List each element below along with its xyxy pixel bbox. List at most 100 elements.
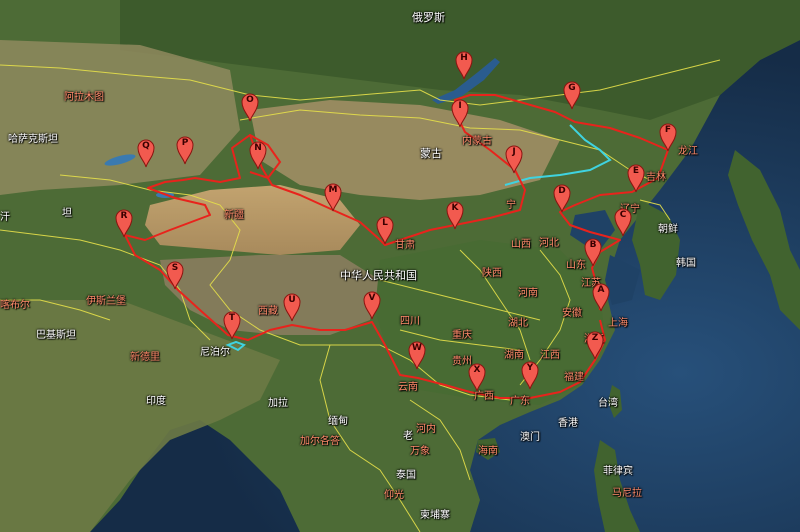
marker-letter: N (254, 143, 262, 153)
province-label-tibet: 西藏 (258, 306, 278, 317)
label-taiwan: 台湾 (598, 398, 618, 409)
travel-route-loop (249, 134, 282, 180)
marker-letter: I (458, 101, 462, 111)
marker-g[interactable]: G (562, 80, 582, 110)
marker-letter: S (171, 263, 179, 273)
map-pin-icon (455, 51, 473, 80)
province-label-xinjiang: 新疆 (224, 210, 244, 221)
marker-w[interactable]: W (407, 340, 427, 370)
marker-q[interactable]: Q (136, 138, 156, 168)
marker-i[interactable]: I (450, 98, 470, 128)
country-label-russia: 俄罗斯 (412, 11, 445, 24)
hainan (476, 438, 500, 460)
province-label-jilin: 吉林 (646, 172, 666, 183)
country-label-cambodia: 柬埔寨 (420, 510, 450, 521)
province-label-jiangsu: 江苏 (581, 278, 601, 289)
map-pin-icon (283, 293, 301, 322)
province-label-sichuan: 四川 (400, 316, 420, 327)
province-label-guizhou: 贵州 (452, 356, 472, 367)
marker-s[interactable]: S (165, 260, 185, 290)
marker-letter: P (181, 138, 189, 148)
province-label-hubei: 湖北 (508, 318, 528, 329)
marker-p[interactable]: P (175, 135, 195, 165)
map-pin-icon (614, 208, 632, 237)
map-pin-icon (408, 341, 426, 370)
map-pin-icon (376, 216, 394, 245)
country-label-south-korea: 韩国 (676, 258, 696, 269)
marker-r[interactable]: R (114, 208, 134, 238)
lake-baikal (432, 58, 500, 104)
map-pin-icon (584, 238, 602, 267)
city-label-new-delhi: 新德里 (130, 352, 160, 363)
province-label-guangxi: 广西 (474, 391, 494, 402)
marker-letter: Y (526, 363, 534, 373)
marker-v[interactable]: V (362, 290, 382, 320)
map-pin-icon (521, 361, 539, 390)
province-label-gansu: 甘肃 (395, 240, 415, 251)
country-label-india: 印度 (146, 396, 166, 407)
marker-letter: Z (591, 333, 599, 343)
country-label-north-korea: 朝鲜 (658, 224, 678, 235)
map-pin-icon (249, 141, 267, 170)
country-label-bangladesh: 加拉 (268, 398, 288, 409)
south-china (375, 240, 605, 405)
marker-f[interactable]: F (658, 122, 678, 152)
marker-u[interactable]: U (282, 292, 302, 322)
label-han: 汗 (0, 212, 10, 223)
taklamakan (145, 185, 360, 255)
taiwan (608, 385, 622, 418)
marker-d[interactable]: D (552, 183, 572, 213)
country-label-mongolia: 蒙古 (420, 147, 442, 160)
marker-letter: G (568, 83, 576, 93)
marker-x[interactable]: X (467, 362, 487, 392)
label-tan: 坦 (62, 208, 72, 219)
province-label-liaoning: 辽宁 (620, 204, 640, 215)
bohai-sea (570, 210, 615, 250)
alt-route-loop (225, 340, 246, 352)
marker-k[interactable]: K (445, 200, 465, 230)
marker-letter: B (589, 240, 597, 250)
marker-letter: X (473, 365, 481, 375)
travel-route (124, 94, 669, 399)
marker-letter: C (619, 210, 627, 220)
map-pin-icon (363, 291, 381, 320)
marker-j[interactable]: J (504, 144, 524, 174)
province-label-shandong: 山东 (566, 260, 586, 271)
map-pin-icon (115, 209, 133, 238)
map-pin-icon (553, 184, 571, 213)
marker-h[interactable]: H (454, 50, 474, 80)
province-label-fujian: 福建 (564, 372, 584, 383)
marker-m[interactable]: M (323, 182, 343, 212)
marker-y[interactable]: Y (520, 360, 540, 390)
map-pin-icon (324, 183, 342, 212)
country-label-thailand: 泰国 (396, 470, 416, 481)
country-label-kazakhstan: 哈萨克斯坦 (8, 134, 58, 145)
province-label-jiangxi: 江西 (540, 350, 560, 361)
marker-a[interactable]: A (591, 282, 611, 312)
korea (632, 200, 680, 300)
marker-o[interactable]: O (240, 92, 260, 122)
country-label-laos: 老 (403, 431, 413, 442)
marker-b[interactable]: B (583, 237, 603, 267)
gobi (250, 100, 560, 200)
map-pin-icon (137, 139, 155, 168)
map-pin-icon (241, 93, 259, 122)
map-pin-icon (563, 81, 581, 110)
marker-letter: U (288, 295, 296, 305)
marker-z[interactable]: Z (585, 330, 605, 360)
province-label-hainan: 海南 (478, 446, 498, 457)
marker-letter: L (382, 218, 388, 228)
marker-n[interactable]: N (248, 140, 268, 170)
marker-c[interactable]: C (613, 207, 633, 237)
city-label-almaty: 阿拉木图 (64, 92, 104, 103)
country-label-philippines: 菲律宾 (603, 466, 633, 477)
country-label-china: 中华人民共和国 (340, 269, 417, 282)
city-label-kabul: 喀布尔 (0, 300, 30, 311)
marker-l[interactable]: L (375, 215, 395, 245)
marker-e[interactable]: E (626, 163, 646, 193)
map-pin-icon (627, 164, 645, 193)
map-pin-icon (446, 201, 464, 230)
map-pin-icon (592, 283, 610, 312)
marker-t[interactable]: T (222, 310, 242, 340)
